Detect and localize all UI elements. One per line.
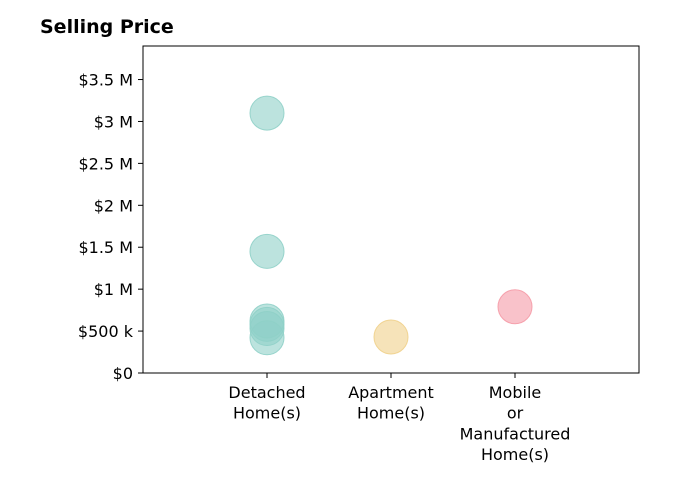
data-point[interactable] — [249, 320, 285, 356]
x-tick-label: Apartment Home(s) — [348, 383, 434, 423]
x-axis: Detached Home(s) Apartment Home(s) Mobile or M… — [228, 373, 570, 464]
y-axis: $0 $500 k $1 M $1.5 M $2 M $2.5 M $3 M $3.5 M — [78, 71, 143, 383]
x-tick-label-line: Apartment — [348, 383, 434, 402]
points-layer — [249, 95, 533, 356]
x-tick-label-line: Home(s) — [481, 445, 549, 464]
y-tick-label: $2 M — [94, 196, 133, 215]
data-point[interactable] — [497, 289, 533, 325]
y-tick-label: $0 — [113, 364, 133, 383]
y-tick-label: $500 k — [78, 322, 134, 341]
data-point[interactable] — [249, 233, 285, 269]
data-point[interactable] — [249, 95, 285, 131]
y-tick-label: $3.5 M — [78, 71, 133, 90]
x-tick-label-line: Home(s) — [233, 404, 301, 423]
y-tick-label: $3 M — [94, 112, 133, 131]
x-tick-label-line: Detached — [228, 383, 305, 402]
x-tick-label-line: Home(s) — [357, 404, 425, 423]
y-tick-label: $1.5 M — [78, 238, 133, 257]
y-tick-label: $1 M — [94, 280, 133, 299]
x-tick-label-line: Manufactured — [460, 424, 571, 443]
x-tick-label: Detached Home(s) — [228, 383, 305, 423]
x-tick-label-line: Mobile — [489, 383, 541, 402]
x-tick-label-line: or — [507, 404, 524, 423]
data-point[interactable] — [373, 319, 409, 355]
chart-title: Selling Price — [40, 16, 174, 38]
x-tick-label: Mobile or Manufactured Home(s) — [460, 383, 571, 464]
y-tick-label: $2.5 M — [78, 154, 133, 173]
